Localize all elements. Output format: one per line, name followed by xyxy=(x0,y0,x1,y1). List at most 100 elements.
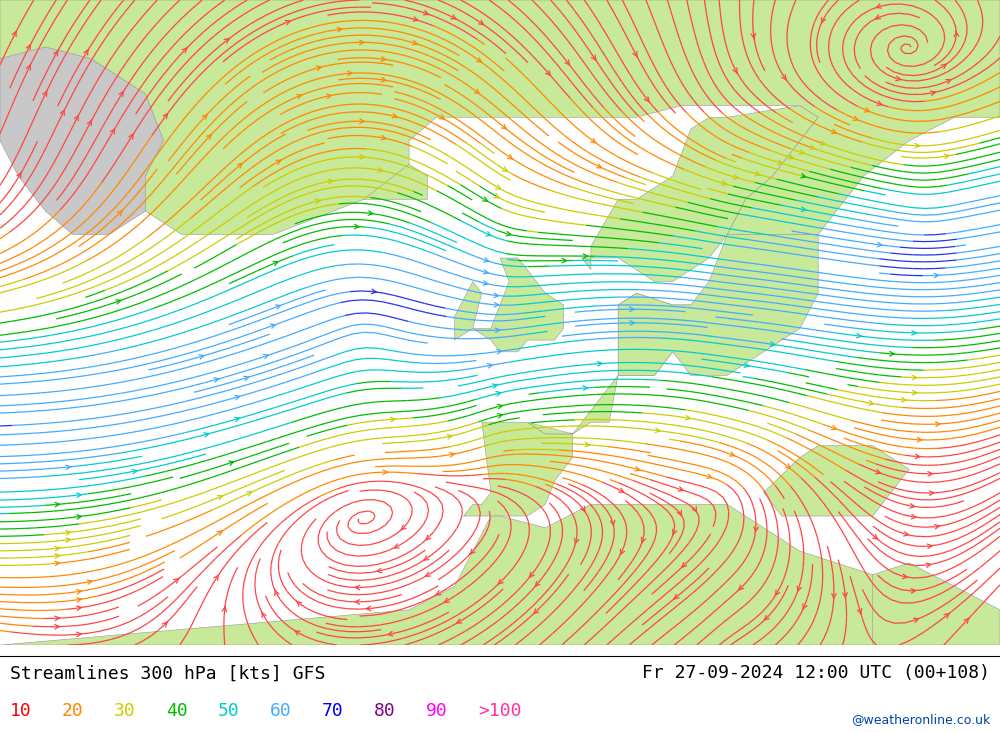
FancyArrowPatch shape xyxy=(785,464,790,468)
FancyArrowPatch shape xyxy=(583,254,588,258)
Text: 90: 90 xyxy=(426,702,448,720)
FancyArrowPatch shape xyxy=(764,616,769,620)
FancyArrowPatch shape xyxy=(494,303,499,307)
FancyArrowPatch shape xyxy=(635,467,640,471)
Text: >100: >100 xyxy=(478,702,522,720)
FancyArrowPatch shape xyxy=(494,194,499,198)
FancyArrowPatch shape xyxy=(224,39,229,43)
FancyArrowPatch shape xyxy=(77,589,81,594)
FancyArrowPatch shape xyxy=(229,461,234,465)
FancyArrowPatch shape xyxy=(869,401,874,405)
FancyArrowPatch shape xyxy=(368,211,373,216)
FancyArrowPatch shape xyxy=(381,78,386,82)
FancyArrowPatch shape xyxy=(116,300,121,304)
Text: Streamlines 300 hPa [kts] GFS: Streamlines 300 hPa [kts] GFS xyxy=(10,664,325,682)
FancyArrowPatch shape xyxy=(495,328,500,333)
FancyArrowPatch shape xyxy=(390,417,395,421)
FancyArrowPatch shape xyxy=(856,334,861,338)
FancyArrowPatch shape xyxy=(275,305,280,309)
FancyArrowPatch shape xyxy=(327,94,331,98)
FancyArrowPatch shape xyxy=(206,134,211,139)
FancyArrowPatch shape xyxy=(119,91,124,97)
FancyArrowPatch shape xyxy=(707,474,712,479)
FancyArrowPatch shape xyxy=(26,45,31,50)
Text: 60: 60 xyxy=(270,702,292,720)
FancyArrowPatch shape xyxy=(55,625,59,629)
FancyArrowPatch shape xyxy=(581,507,585,512)
FancyArrowPatch shape xyxy=(591,55,596,60)
FancyArrowPatch shape xyxy=(348,71,352,75)
FancyArrowPatch shape xyxy=(682,562,687,567)
FancyArrowPatch shape xyxy=(944,614,949,618)
FancyArrowPatch shape xyxy=(244,376,249,380)
FancyArrowPatch shape xyxy=(744,363,749,367)
FancyArrowPatch shape xyxy=(182,48,187,53)
FancyArrowPatch shape xyxy=(162,622,167,627)
FancyArrowPatch shape xyxy=(873,534,878,539)
FancyArrowPatch shape xyxy=(263,355,268,358)
FancyArrowPatch shape xyxy=(451,15,456,19)
FancyArrowPatch shape xyxy=(496,185,501,189)
FancyArrowPatch shape xyxy=(754,527,758,532)
FancyArrowPatch shape xyxy=(853,116,858,120)
FancyArrowPatch shape xyxy=(877,101,882,106)
FancyArrowPatch shape xyxy=(474,89,479,94)
FancyArrowPatch shape xyxy=(810,145,815,150)
FancyArrowPatch shape xyxy=(360,40,364,45)
FancyArrowPatch shape xyxy=(641,537,646,543)
FancyArrowPatch shape xyxy=(585,442,590,446)
FancyArrowPatch shape xyxy=(426,572,431,576)
FancyArrowPatch shape xyxy=(801,207,806,211)
FancyArrowPatch shape xyxy=(316,66,321,70)
FancyArrowPatch shape xyxy=(755,172,760,176)
FancyArrowPatch shape xyxy=(270,324,275,328)
FancyArrowPatch shape xyxy=(941,64,946,69)
FancyArrowPatch shape xyxy=(928,471,932,476)
FancyArrowPatch shape xyxy=(797,586,801,592)
FancyArrowPatch shape xyxy=(678,487,683,491)
FancyArrowPatch shape xyxy=(498,579,503,584)
FancyArrowPatch shape xyxy=(87,580,92,584)
FancyArrowPatch shape xyxy=(262,612,266,618)
FancyArrowPatch shape xyxy=(470,549,475,554)
FancyArrowPatch shape xyxy=(722,181,727,185)
FancyArrowPatch shape xyxy=(355,586,360,590)
FancyArrowPatch shape xyxy=(591,139,596,143)
FancyArrowPatch shape xyxy=(501,125,506,129)
Text: 20: 20 xyxy=(62,702,84,720)
FancyArrowPatch shape xyxy=(778,160,782,164)
Polygon shape xyxy=(0,0,1000,235)
FancyArrowPatch shape xyxy=(110,128,115,134)
FancyArrowPatch shape xyxy=(412,40,417,45)
FancyArrowPatch shape xyxy=(204,432,209,437)
FancyArrowPatch shape xyxy=(630,320,634,325)
FancyArrowPatch shape xyxy=(55,616,59,621)
FancyArrowPatch shape xyxy=(479,21,484,25)
FancyArrowPatch shape xyxy=(494,293,499,298)
FancyArrowPatch shape xyxy=(507,155,512,159)
FancyArrowPatch shape xyxy=(877,243,882,247)
Text: @weatheronline.co.uk: @weatheronline.co.uk xyxy=(851,713,990,726)
FancyArrowPatch shape xyxy=(799,150,804,154)
FancyArrowPatch shape xyxy=(775,590,780,595)
FancyArrowPatch shape xyxy=(597,163,602,168)
FancyArrowPatch shape xyxy=(611,520,615,526)
FancyArrowPatch shape xyxy=(901,397,906,402)
FancyArrowPatch shape xyxy=(917,438,922,442)
FancyArrowPatch shape xyxy=(235,396,240,399)
FancyArrowPatch shape xyxy=(770,342,775,346)
Text: 50: 50 xyxy=(218,702,240,720)
FancyArrowPatch shape xyxy=(276,160,281,164)
FancyArrowPatch shape xyxy=(597,361,602,366)
FancyArrowPatch shape xyxy=(285,21,290,25)
Polygon shape xyxy=(873,563,1000,645)
FancyArrowPatch shape xyxy=(77,606,81,611)
FancyArrowPatch shape xyxy=(821,18,826,23)
FancyArrowPatch shape xyxy=(74,115,79,121)
FancyArrowPatch shape xyxy=(444,598,449,603)
FancyArrowPatch shape xyxy=(392,114,397,118)
FancyArrowPatch shape xyxy=(378,168,383,172)
FancyArrowPatch shape xyxy=(788,155,793,159)
FancyArrowPatch shape xyxy=(876,4,881,8)
FancyArrowPatch shape xyxy=(129,134,133,139)
